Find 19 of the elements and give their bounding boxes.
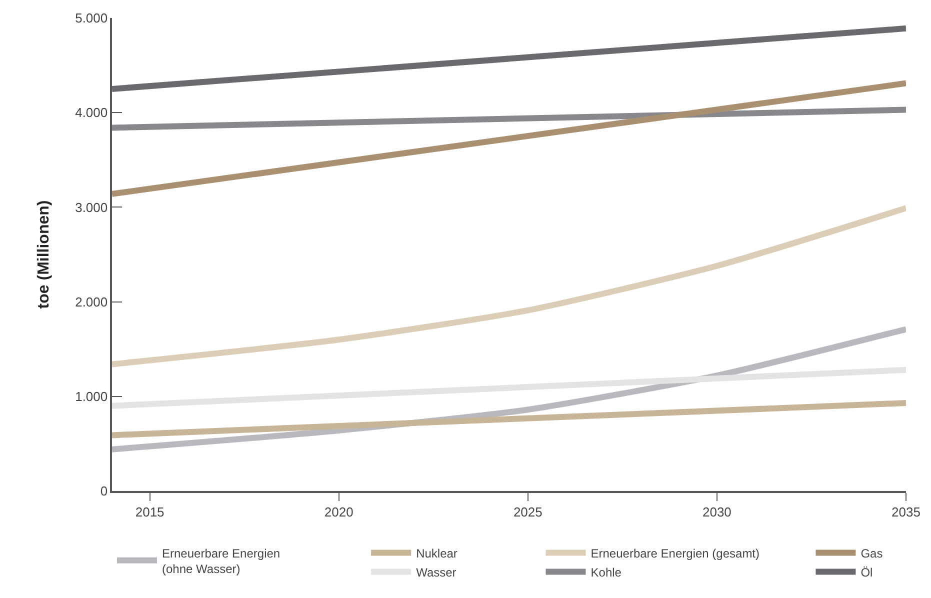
legend-label: Erneuerbare Energien (ohne Wasser) bbox=[162, 546, 280, 576]
legend-label: Erneuerbare Energien (gesamt) bbox=[590, 546, 760, 560]
y-axis-title: toe (Millionen) bbox=[36, 200, 53, 309]
x-tick-label: 2020 bbox=[324, 504, 354, 520]
legend-label: Wasser bbox=[416, 565, 456, 580]
y-tick-label: 3.000 bbox=[75, 200, 108, 215]
legend-label: Kohle bbox=[590, 565, 622, 580]
legend-label: Gas bbox=[860, 546, 883, 560]
y-tick-label: 5.000 bbox=[75, 10, 108, 26]
y-tick-label: 2.000 bbox=[75, 294, 108, 310]
y-tick-label: 0 bbox=[100, 484, 108, 499]
y-tick-label: 1.000 bbox=[75, 388, 108, 404]
y-tick-label: 4.000 bbox=[75, 105, 108, 120]
x-tick-label: 2030 bbox=[702, 504, 732, 520]
legend-label: Öl bbox=[860, 565, 873, 580]
x-tick-label: 2035 bbox=[892, 504, 920, 520]
legend-label: Nuklear bbox=[416, 546, 458, 560]
x-tick-label: 2025 bbox=[513, 504, 542, 520]
x-tick-label: 2015 bbox=[135, 504, 164, 520]
